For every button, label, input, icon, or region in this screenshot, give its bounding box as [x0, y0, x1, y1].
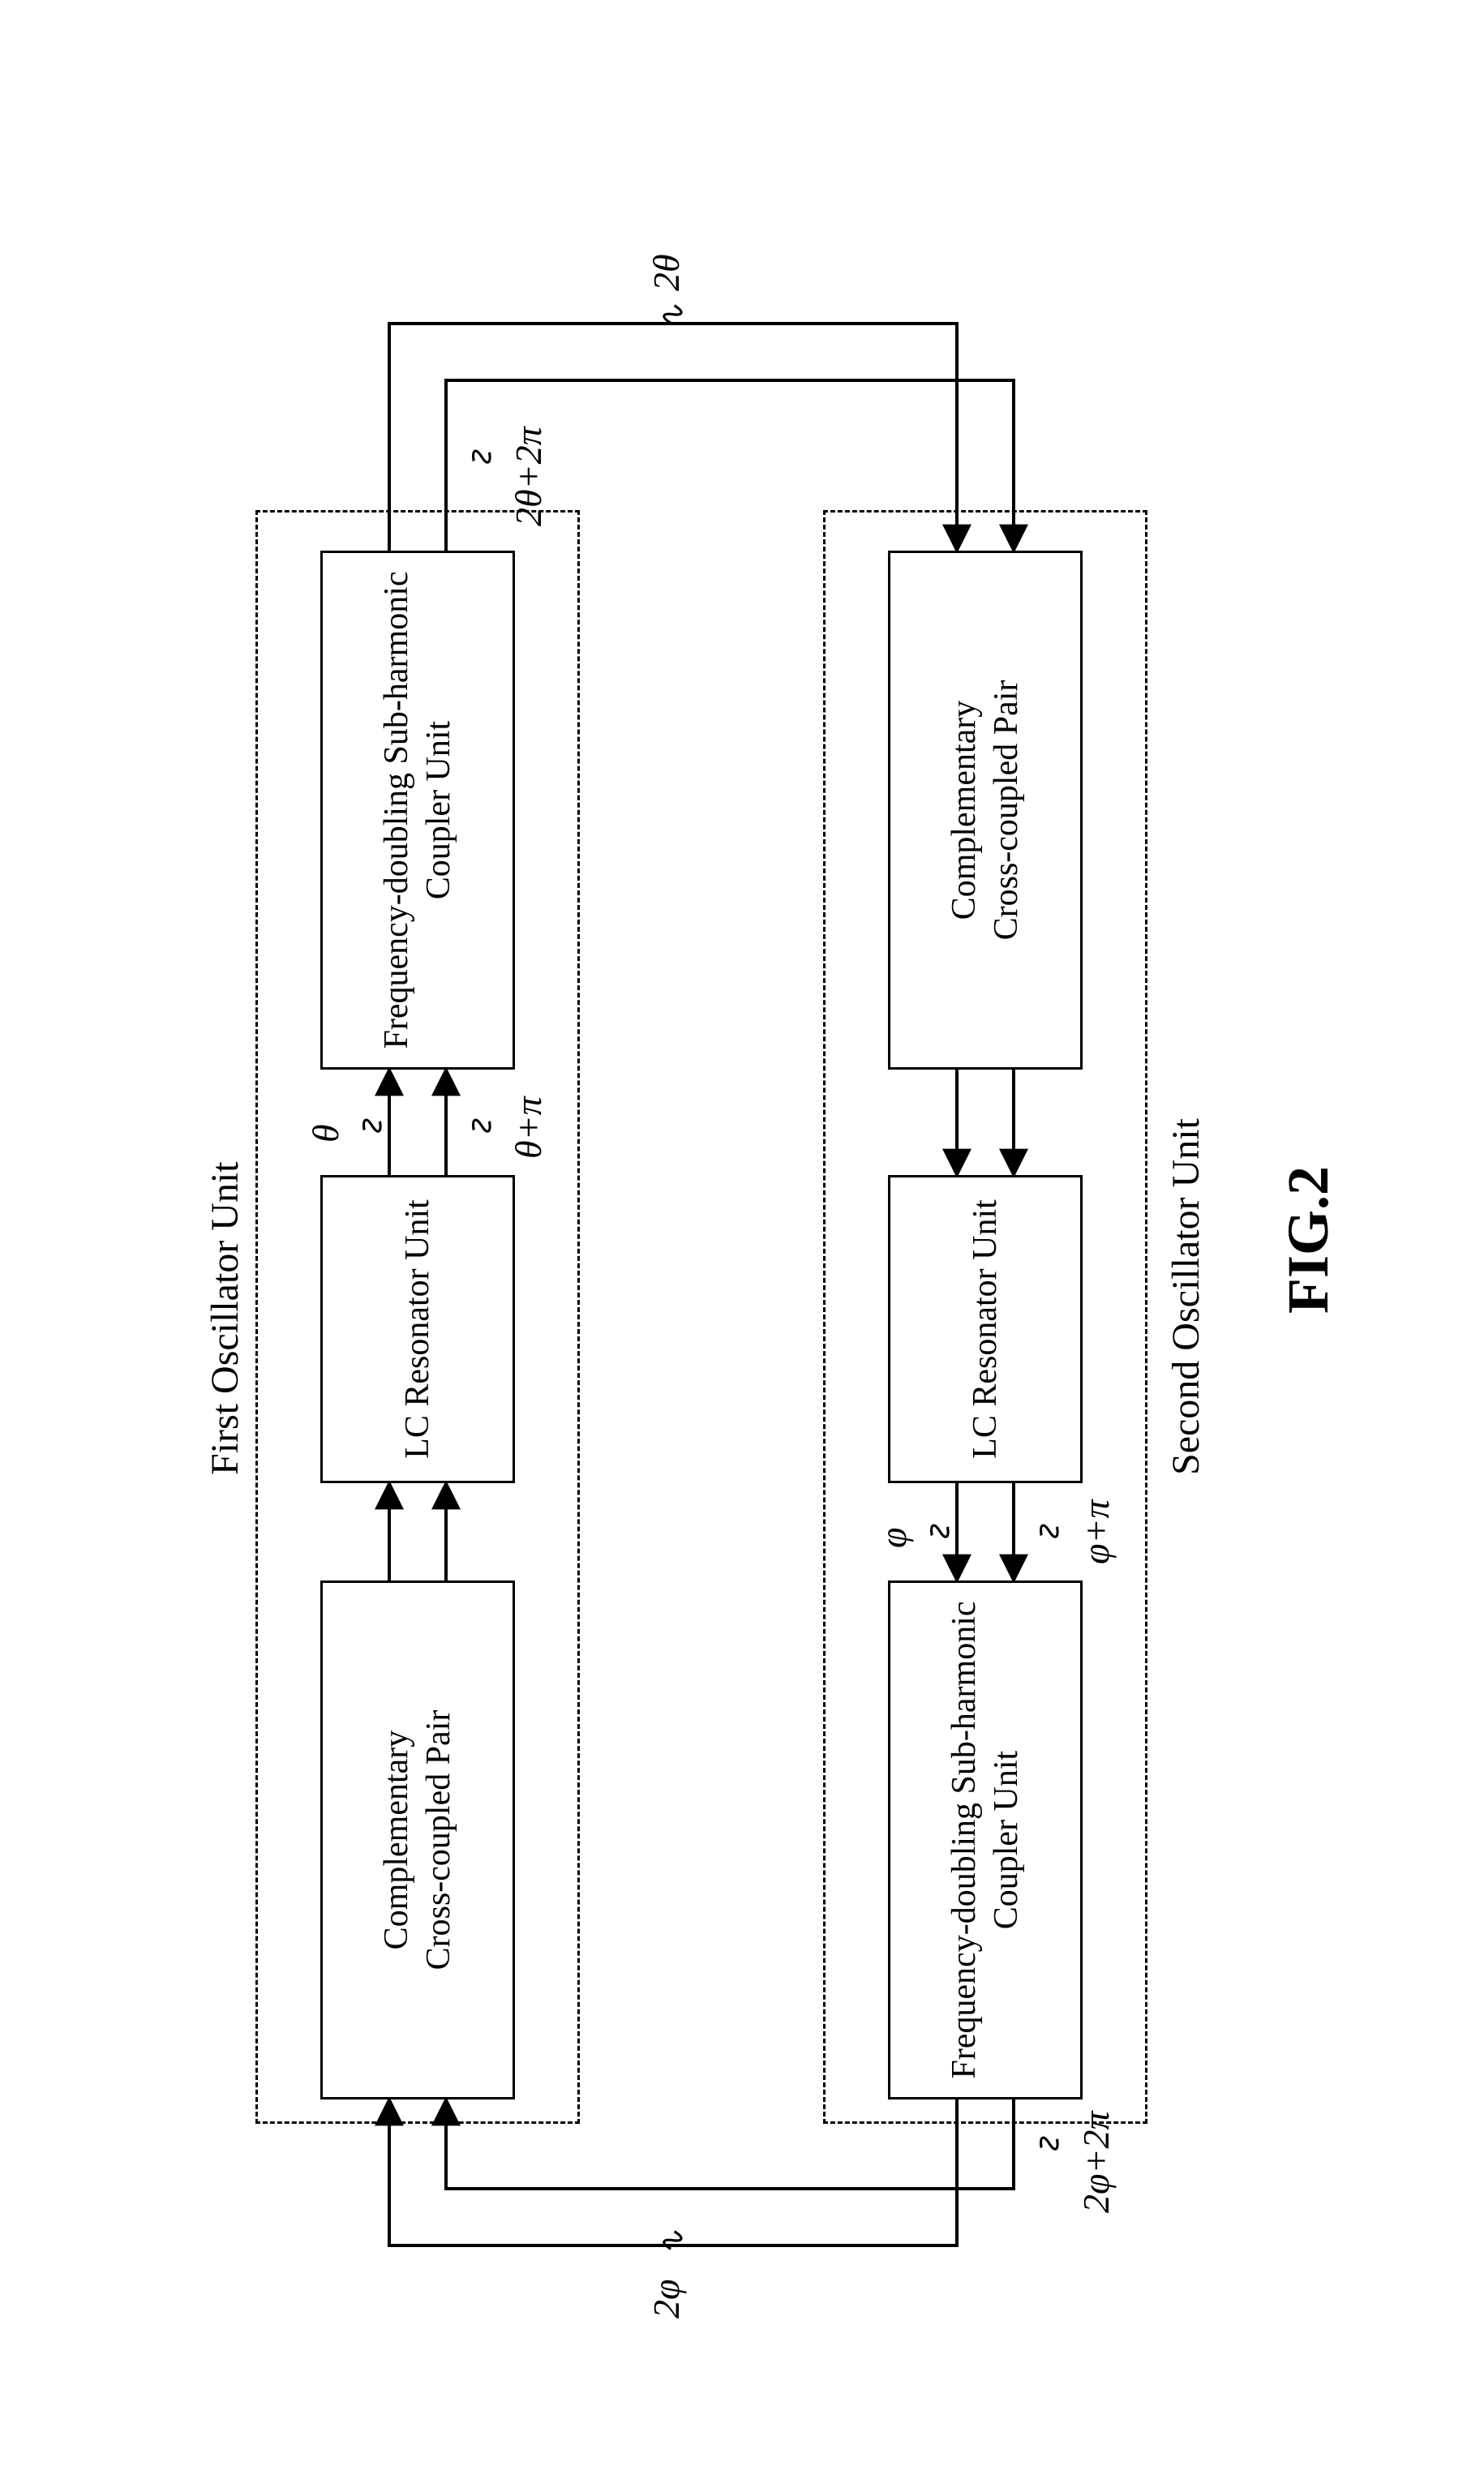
freq1-text: Frequency-doubling Sub-harmonicCoupler U…	[375, 571, 461, 1049]
figure-caption: FIG.2	[1275, 1165, 1342, 1313]
freq1-block: Frequency-doubling Sub-harmonicCoupler U…	[320, 551, 515, 1070]
lc1-block: LC Resonator Unit	[320, 1175, 515, 1483]
lc2-text: LC Resonator Unit	[964, 1199, 1007, 1459]
theta-pi-label: θ+π	[507, 1096, 550, 1159]
two-theta-2pi-label: 2θ+2π	[507, 427, 550, 526]
two-phi-label: 2φ	[645, 2279, 688, 2318]
second-oscillator-label: Second Oscillator Unit	[1164, 1118, 1208, 1475]
phi-label: φ	[872, 1527, 915, 1547]
first-oscillator-label: First Oscillator Unit	[203, 1161, 247, 1475]
lc1-text: LC Resonator Unit	[397, 1199, 440, 1459]
two-phi-2pi-label: 2φ+2π	[1074, 2111, 1117, 2213]
phi-pi-label: φ+π	[1074, 1499, 1117, 1564]
freq2-text: Frequency-doubling Sub-harmonicCoupler U…	[943, 1601, 1028, 2078]
ccp1-block: ComplementaryCross-coupled Pair	[320, 1580, 515, 2099]
ccp1-text: ComplementaryCross-coupled Pair	[375, 1709, 461, 1970]
ccp2-block: ComplementaryCross-coupled Pair	[888, 551, 1083, 1070]
theta-label: θ	[304, 1124, 347, 1143]
lc2-block: LC Resonator Unit	[888, 1175, 1083, 1483]
two-theta-label: 2θ	[645, 254, 688, 291]
ccp2-text: ComplementaryCross-coupled Pair	[943, 680, 1028, 940]
freq2-block: Frequency-doubling Sub-harmonicCoupler U…	[888, 1580, 1083, 2099]
